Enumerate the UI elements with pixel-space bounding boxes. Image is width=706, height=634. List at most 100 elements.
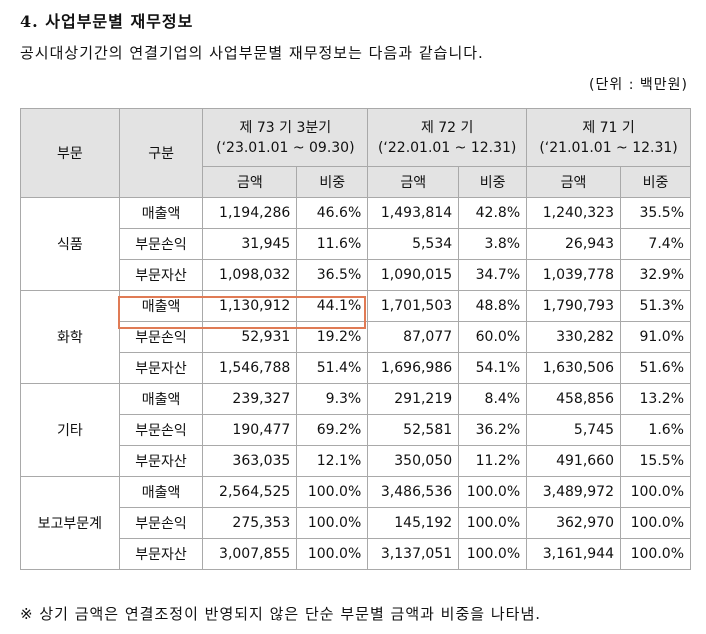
cell-p71-ratio: 7.4% [620, 228, 691, 260]
cell-p73-ratio: 9.3% [296, 383, 369, 415]
segment-name: 보고부문계 [20, 476, 120, 570]
cell-p72-amount: 350,050 [367, 445, 460, 477]
row-item: 부문자산 [118, 259, 204, 291]
cell-p72-ratio: 36.2% [458, 414, 528, 446]
cell-p71-amount: 458,856 [526, 383, 621, 415]
cell-p73-amount: 3,007,855 [202, 538, 298, 570]
cell-p73-amount: 1,546,788 [202, 352, 298, 384]
cell-p71-amount: 1,630,506 [526, 352, 621, 384]
header-amount: 금액 [526, 166, 621, 198]
section-title: 4. 사업부문별 재무정보 [20, 12, 194, 31]
cell-p72-ratio: 48.8% [458, 290, 528, 322]
cell-p73-ratio: 100.0% [296, 538, 369, 570]
table-row: 기타 매출액 239,327 9.3% 291,219 8.4% 458,856 13.2% [20, 383, 691, 477]
cell-p72-amount: 145,192 [367, 507, 460, 539]
cell-p72-ratio: 54.1% [458, 352, 528, 384]
period-name: 제 71 기 [582, 119, 635, 136]
cell-p71-ratio: 1.6% [620, 414, 691, 446]
row-item: 매출액 [118, 383, 204, 415]
cell-p73-amount: 31,945 [202, 228, 298, 260]
cell-p72-ratio: 11.2% [458, 445, 528, 477]
section-description: 공시대상기간의 연결기업의 사업부문별 재무정보는 다음과 같습니다. [20, 44, 484, 62]
header-amount: 금액 [367, 166, 460, 198]
header-period-73: 제 73 기 3분기 (‘23.01.01 ~ 09.30) [202, 108, 369, 167]
cell-p73-ratio: 11.6% [296, 228, 369, 260]
cell-p71-amount: 5,745 [526, 414, 621, 446]
table-row: 부문손익 275,353 100.0% 145,192 100.0% 362,970 100… [21, 507, 691, 539]
cell-p72-amount: 3,486,536 [367, 476, 460, 508]
cell-p72-ratio: 100.0% [458, 538, 528, 570]
cell-p72-amount: 1,696,986 [367, 352, 460, 384]
cell-p71-amount: 330,282 [526, 321, 621, 353]
cell-p73-ratio: 19.2% [296, 321, 369, 353]
cell-p73-amount: 363,035 [202, 445, 298, 477]
table-body: 식품 매출액 1,194,286 46.6% 1,493,814 42.8% 1,240,3… [20, 197, 691, 570]
table-row: 부문손익 52,931 19.2% 87,077 60.0% 330,282 91.0% [21, 321, 691, 353]
cell-p73-amount: 2,564,525 [202, 476, 298, 508]
cell-p71-ratio: 32.9% [620, 259, 691, 291]
row-item: 매출액 [118, 197, 204, 229]
row-item: 부문손익 [118, 321, 204, 353]
header-ratio: 비중 [296, 166, 369, 198]
cell-p71-amount: 362,970 [526, 507, 621, 539]
cell-p73-amount: 275,353 [202, 507, 298, 539]
cell-p71-amount: 1,790,793 [526, 290, 621, 322]
cell-p73-ratio: 51.4% [296, 352, 369, 384]
cell-p72-amount: 5,534 [367, 228, 460, 260]
cell-p72-ratio: 34.7% [458, 259, 528, 291]
period-name: 제 72 기 [420, 119, 474, 136]
segment-name: 기타 [20, 383, 120, 477]
table-row: 부문자산 1,546,788 51.4% 1,696,986 54.1% 1,630,50… [21, 352, 691, 384]
cell-p71-amount: 3,161,944 [526, 538, 621, 570]
cell-p73-ratio: 100.0% [296, 476, 369, 508]
cell-p72-amount: 87,077 [367, 321, 460, 353]
header-segment: 부문 [20, 108, 120, 198]
table-row: 부문손익 190,477 69.2% 52,581 36.2% 5,745 1.6% [21, 414, 691, 446]
cell-p72-ratio: 8.4% [458, 383, 528, 415]
header-category: 구분 [118, 108, 204, 198]
cell-p71-amount: 1,039,778 [526, 259, 621, 291]
cell-p71-amount: 491,660 [526, 445, 621, 477]
cell-p71-amount: 1,240,323 [526, 197, 621, 229]
cell-p73-amount: 190,477 [202, 414, 298, 446]
cell-p73-ratio: 69.2% [296, 414, 369, 446]
segment-name: 식품 [20, 197, 120, 291]
cell-p72-ratio: 60.0% [458, 321, 528, 353]
unit-label: (단위 : 백만원) [589, 77, 688, 93]
cell-p71-ratio: 51.3% [620, 290, 691, 322]
row-item: 부문손익 [118, 507, 204, 539]
cell-p73-ratio: 36.5% [296, 259, 369, 291]
row-item: 부문손익 [118, 228, 204, 260]
cell-p71-ratio: 51.6% [620, 352, 691, 384]
cell-p72-ratio: 100.0% [458, 476, 528, 508]
header-amount: 금액 [202, 166, 298, 198]
table-row: 식품 매출액 1,194,286 46.6% 1,493,814 42.8% 1,240,3… [20, 197, 691, 291]
table-row: 부문자산 1,098,032 36.5% 1,090,015 34.7% 1,039,77… [21, 259, 691, 291]
header-ratio: 비중 [458, 166, 528, 198]
footnote: ※ 상기 금액은 연결조정이 반영되지 않은 단순 부문별 금액과 비중을 나타… [20, 605, 542, 623]
table-row: 부문자산 363,035 12.1% 350,050 11.2% 491,660 15.5% [21, 445, 691, 477]
cell-p73-amount: 1,130,912 [202, 290, 298, 322]
cell-p72-amount: 1,090,015 [367, 259, 460, 291]
row-item: 부문손익 [118, 414, 204, 446]
cell-p71-ratio: 100.0% [620, 538, 691, 570]
cell-p73-amount: 1,194,286 [202, 197, 298, 229]
cell-p71-ratio: 15.5% [620, 445, 691, 477]
cell-p72-amount: 3,137,051 [367, 538, 460, 570]
header-period-72: 제 72 기 (‘22.01.01 ~ 12.31) [367, 108, 528, 167]
period-name: 제 73 기 3분기 [239, 119, 332, 136]
cell-p73-ratio: 12.1% [296, 445, 369, 477]
row-item: 부문자산 [118, 445, 204, 477]
table-row: 화학 매출액 1,130,912 44.1% 1,701,503 48.8% 1,790,7… [20, 290, 691, 384]
cell-p73-amount: 52,931 [202, 321, 298, 353]
cell-p72-amount: 291,219 [367, 383, 460, 415]
cell-p72-ratio: 42.8% [458, 197, 528, 229]
header-ratio: 비중 [620, 166, 691, 198]
cell-p73-ratio: 46.6% [296, 197, 369, 229]
cell-p73-ratio: 44.1% [296, 290, 369, 322]
cell-p73-amount: 239,327 [202, 383, 298, 415]
row-item: 부문자산 [118, 538, 204, 570]
cell-p73-amount: 1,098,032 [202, 259, 298, 291]
segment-financial-table: 부문 구분 제 73 기 3분기 (‘23.01.01 ~ 09.30) 제 7… [20, 108, 691, 570]
cell-p71-ratio: 91.0% [620, 321, 691, 353]
